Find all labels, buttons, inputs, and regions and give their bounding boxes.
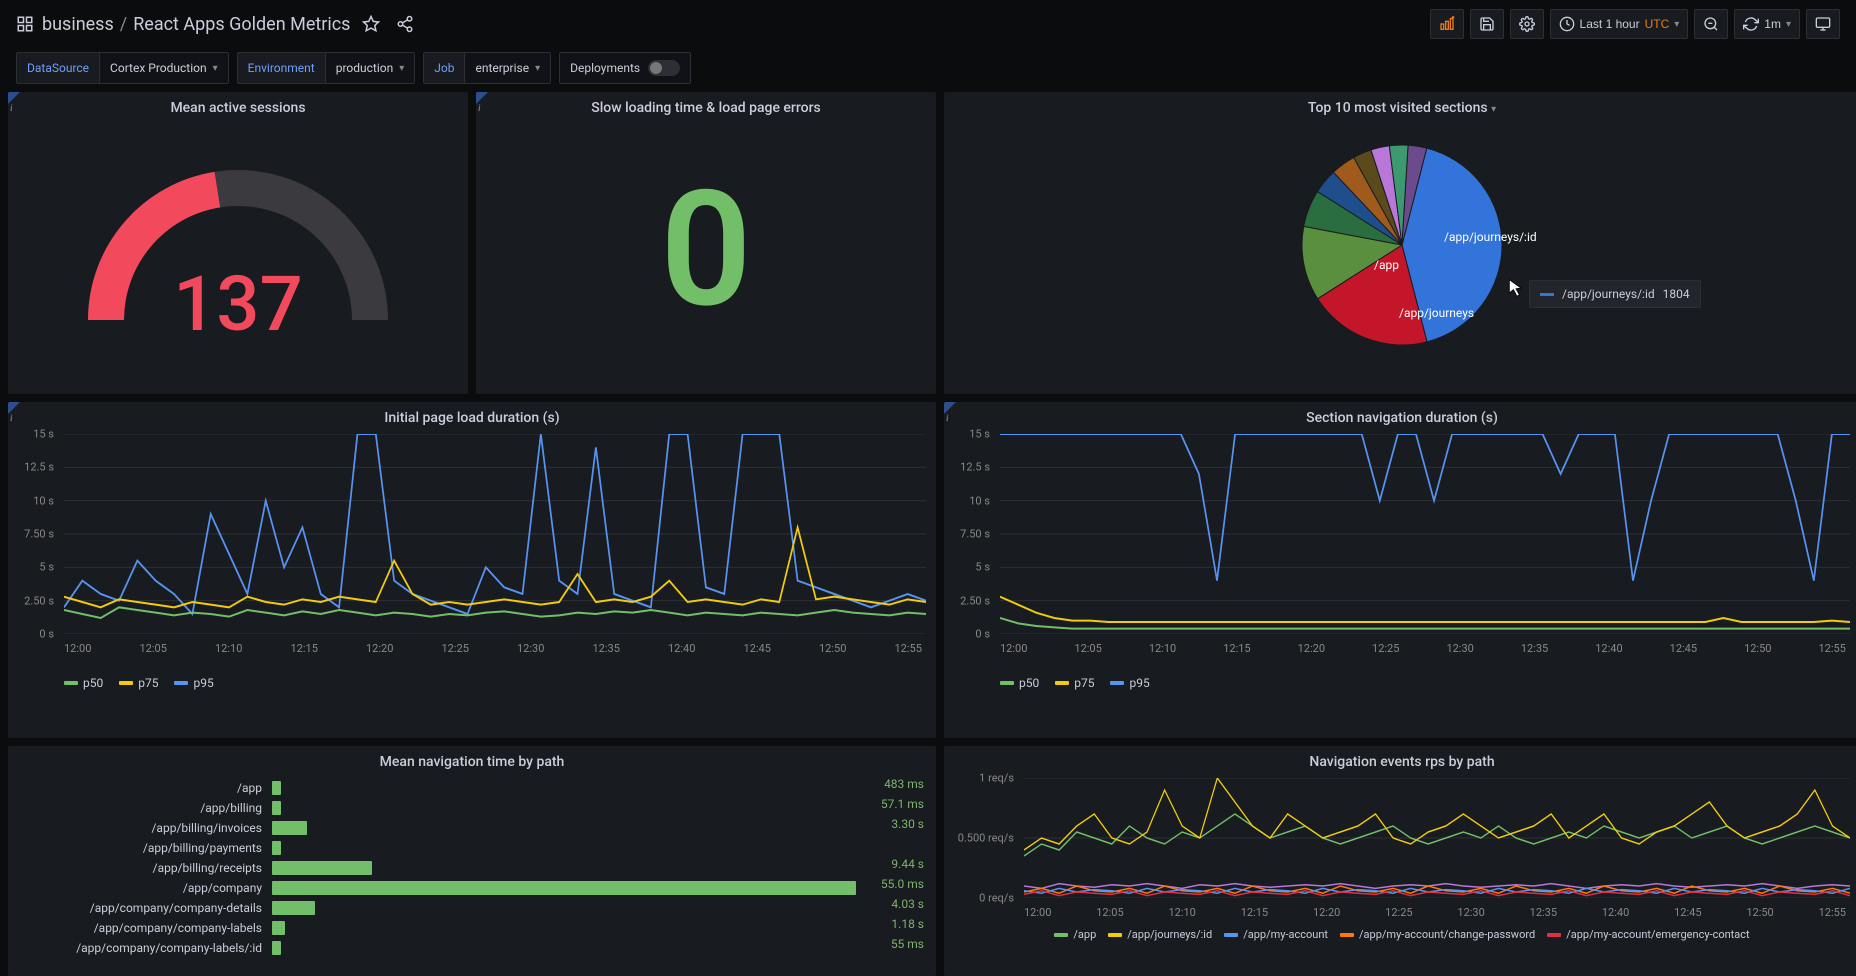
breadcrumb-folder[interactable]: business: [42, 14, 114, 35]
info-icon[interactable]: i: [476, 92, 488, 104]
panel-line-nav: i Section navigation duration (s) 15 s12…: [944, 402, 1856, 738]
gauge-chart: 137: [48, 130, 428, 370]
share-button[interactable]: [392, 9, 418, 39]
pie-tooltip: /app/journeys/:id 1804: [1529, 280, 1701, 308]
breadcrumb-title[interactable]: React Apps Golden Metrics: [133, 14, 350, 35]
star-button[interactable]: [358, 9, 384, 39]
var-environment[interactable]: Environment production▾: [237, 52, 416, 84]
chevron-down-icon: ▾: [1674, 19, 1679, 30]
var-job[interactable]: Job enterprise▾: [423, 52, 551, 84]
add-panel-button[interactable]: [1430, 9, 1464, 39]
panel-title: Initial page load duration (s): [8, 402, 936, 430]
var-datasource[interactable]: DataSource Cortex Production▾: [16, 52, 229, 84]
panel-title: Section navigation duration (s): [944, 402, 1856, 430]
chevron-down-icon: ▾: [1786, 19, 1791, 30]
hbar-row: /app/billing/invoices: [16, 818, 856, 838]
panel-bignum: i Slow loading time & load page errors 0: [476, 92, 936, 394]
panel-gauge: i Mean active sessions 137: [8, 92, 468, 394]
panel-title: Mean navigation time by path: [8, 746, 936, 774]
panel-line-load: i Initial page load duration (s) 15 s12.…: [8, 402, 936, 738]
toggle-icon[interactable]: [648, 60, 680, 76]
panel-title: Mean active sessions: [8, 92, 468, 120]
hbar-row: /app/company/company-labels/:id: [16, 938, 856, 958]
hbar-row: /app/company: [16, 878, 856, 898]
save-button[interactable]: [1470, 9, 1504, 39]
tooltip-swatch: [1540, 293, 1554, 296]
hbar-row: /app/billing/receipts: [16, 858, 856, 878]
settings-button[interactable]: [1510, 9, 1544, 39]
line-chart: [64, 434, 926, 634]
bignum-value: 0: [476, 120, 936, 380]
info-icon[interactable]: i: [944, 402, 956, 414]
refresh-button[interactable]: 1m ▾: [1734, 9, 1800, 39]
panel-title: Slow loading time & load page errors: [476, 92, 936, 120]
hbar-row: /app: [16, 778, 856, 798]
line-chart: [1024, 778, 1850, 898]
hbar-chart: /app/app/billing/app/billing/invoices/ap…: [8, 774, 936, 958]
breadcrumb[interactable]: business / React Apps Golden Metrics: [42, 14, 350, 35]
info-icon[interactable]: i: [8, 402, 20, 414]
hbar-row: /app/billing/payments: [16, 838, 856, 858]
hbar-row: /app/company/company-labels: [16, 918, 856, 938]
chart-legend: p50p75p95: [944, 670, 1856, 690]
zoom-out-button[interactable]: [1694, 9, 1728, 39]
var-deployments[interactable]: Deployments: [559, 52, 691, 84]
info-icon[interactable]: i: [8, 92, 20, 104]
dashboard-icon: [16, 15, 34, 33]
view-mode-button[interactable]: [1806, 9, 1840, 39]
hbar-row: /app/billing: [16, 798, 856, 818]
cursor-icon: [1506, 278, 1526, 298]
panel-pie: Top 10 most visited sections ▾ /app/jour…: [944, 92, 1856, 394]
panel-title[interactable]: Top 10 most visited sections ▾: [944, 92, 1856, 120]
pie-chart: [1292, 135, 1512, 355]
chart-legend: p50p75p95: [8, 670, 936, 690]
panel-title: Navigation events rps by path: [944, 746, 1856, 774]
hbar-row: /app/company/company-details: [16, 898, 856, 918]
chart-legend: /app/app/journeys/:id/app/my-account/app…: [944, 924, 1856, 941]
panel-hbar: Mean navigation time by path /app/app/bi…: [8, 746, 936, 976]
timerange-button[interactable]: Last 1 hour UTC ▾: [1550, 9, 1689, 39]
line-chart: [1000, 434, 1850, 634]
dashboard-header: business / React Apps Golden Metrics Las…: [0, 0, 1856, 48]
variable-bar: DataSource Cortex Production▾ Environmen…: [0, 48, 1856, 92]
svg-text:137: 137: [173, 259, 303, 349]
panel-rps: Navigation events rps by path 1 req/s0.5…: [944, 746, 1856, 976]
